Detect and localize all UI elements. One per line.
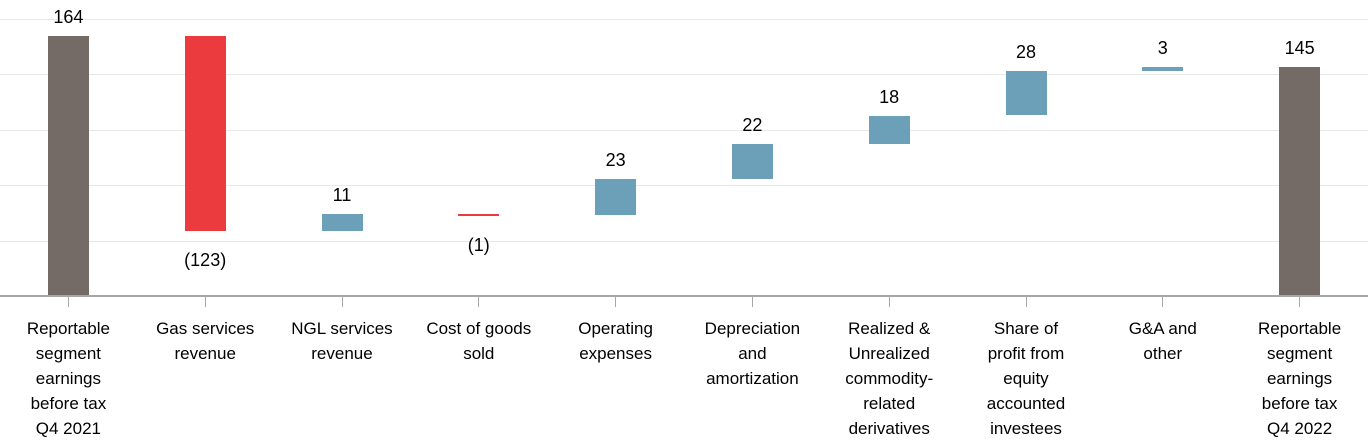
category-label: Cost of goods sold: [426, 319, 532, 363]
waterfall-bar: [458, 213, 500, 217]
waterfall-bar: [731, 144, 773, 179]
category-label: Gas services revenue: [156, 319, 255, 363]
x-axis-tick: [751, 297, 753, 307]
x-axis-tick: [888, 297, 890, 307]
x-axis-tick: [1162, 297, 1164, 307]
bar-value-label: 3: [1157, 37, 1168, 58]
bar-value-label: 11: [332, 184, 352, 205]
gridline: [0, 74, 1368, 76]
x-axis-tick: [67, 297, 69, 307]
category-label: Depreciation and amortization: [704, 319, 801, 388]
category-label: Reportable segment earnings before tax Q…: [1258, 319, 1342, 438]
category-label: Realized & Unrealized commodity- related…: [845, 319, 934, 438]
gridline: [0, 240, 1368, 242]
category-label: Share of profit from equity accounted in…: [986, 319, 1066, 438]
gridline: [0, 185, 1368, 187]
waterfall-bar: [595, 178, 637, 216]
waterfall-bar: [868, 115, 910, 145]
category-label: Reportable segment earnings before tax Q…: [26, 319, 110, 438]
waterfall-bar: [184, 36, 226, 232]
x-axis-tick: [1299, 297, 1301, 307]
bar-value-label: (123): [184, 250, 227, 271]
waterfall-bar: [1142, 66, 1184, 72]
category-label: Operating expenses: [578, 319, 653, 363]
bar-value-label: 164: [53, 7, 84, 28]
bar-value-label: 145: [1284, 37, 1315, 58]
x-axis-tick: [615, 297, 617, 307]
x-axis-tick: [478, 297, 480, 307]
gridline: [0, 19, 1368, 20]
x-axis-tick: [1025, 297, 1027, 307]
gridline: [0, 129, 1368, 131]
waterfall-bar: [47, 36, 89, 296]
waterfall-bar: [321, 213, 363, 232]
category-label: NGL services revenue: [291, 319, 393, 363]
x-axis-tick: [204, 297, 206, 307]
x-axis-tick: [341, 297, 343, 307]
category-label: G&A and other: [1128, 319, 1197, 363]
waterfall-bar: [1279, 66, 1321, 296]
x-axis-line: [0, 295, 1368, 297]
bar-value-label: 22: [742, 115, 763, 135]
bar-value-label: 23: [605, 149, 626, 170]
bar-value-label: 18: [879, 86, 900, 107]
bar-value-label: (1): [467, 235, 490, 256]
bar-value-label: 28: [1015, 42, 1036, 63]
waterfall-bar: [1005, 71, 1047, 116]
